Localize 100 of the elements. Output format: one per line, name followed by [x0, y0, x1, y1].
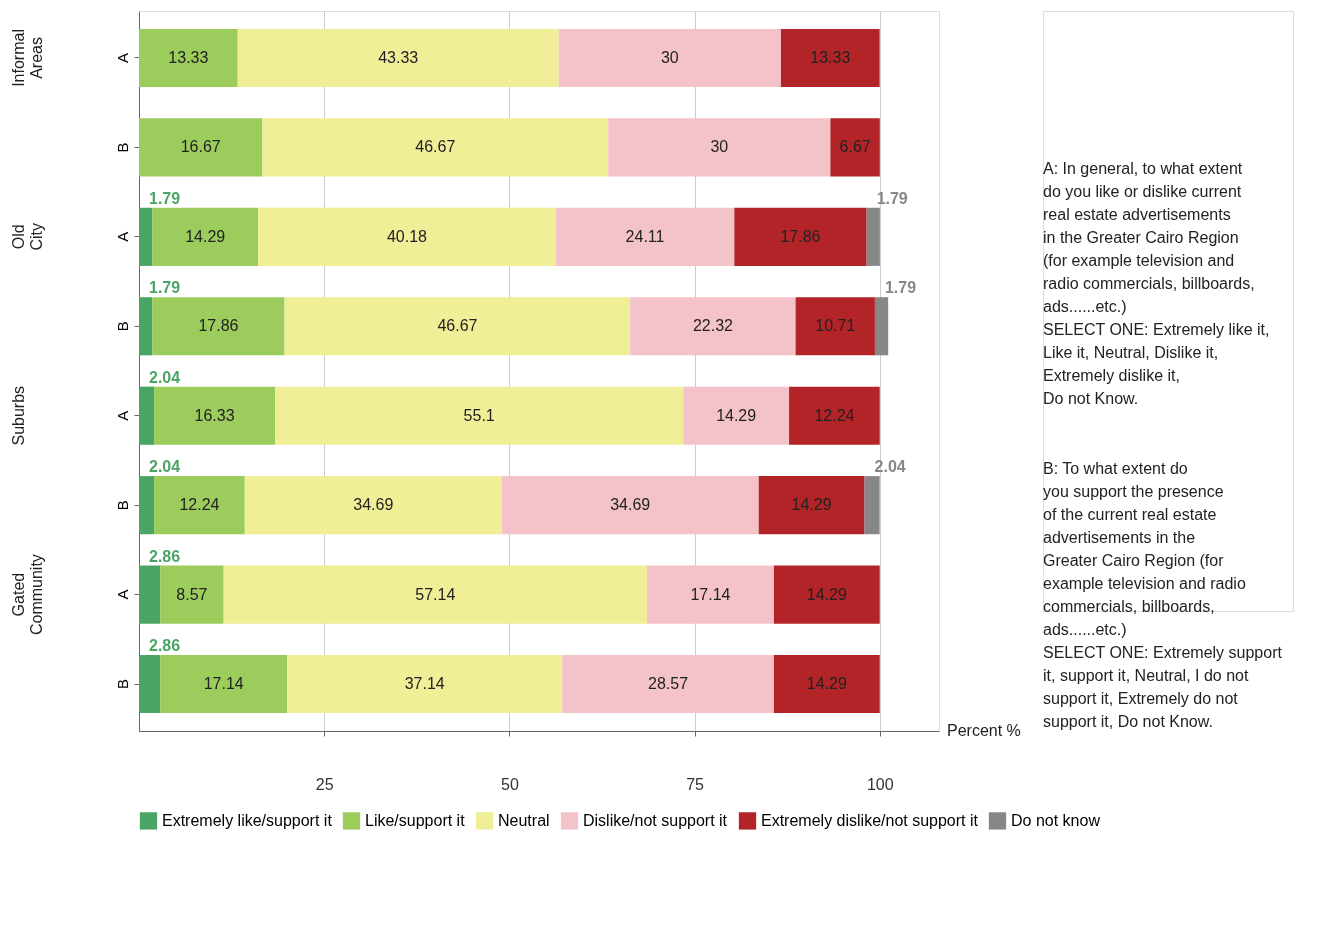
data-label: 40.18: [386, 227, 428, 245]
bar: [758, 476, 865, 535]
data-label: 16.67: [180, 138, 221, 156]
bar: [558, 28, 781, 88]
text: Informal Areas: [10, 29, 45, 87]
data-label: 24.11: [625, 227, 665, 245]
bar: [830, 118, 880, 177]
data-label: 1.79: [149, 279, 181, 297]
bar: [773, 565, 880, 624]
legend-label: Dislike/not support it: [583, 811, 728, 829]
data-label: 14.29: [806, 585, 847, 603]
bar: [608, 118, 831, 177]
x-tick-label: 25: [315, 775, 334, 793]
bar: [864, 476, 880, 535]
data-label: 28.57: [648, 675, 689, 693]
text: Gated Community: [10, 554, 45, 636]
data-label: 46.67: [437, 317, 478, 335]
x-tick-label: 75: [686, 775, 705, 793]
data-label: 30: [660, 48, 679, 66]
data-label: 14.29: [806, 675, 847, 693]
data-label: 6.67: [839, 138, 871, 156]
data-label: 46.67: [415, 138, 456, 156]
text: A: In general, to what extent do you like or dislike current real estate advertisements in the Greater Cairo Region (for example television and radio commercials, billboards, ads......etc.) SELECT ONE: Extremely like it, Like it, Neutral, Dislike it, Extremely dislike it, Do not Know.: [1043, 160, 1270, 407]
y-tick-label: B: [113, 321, 131, 332]
data-label: 17.14: [203, 675, 244, 693]
data-label: 13.33: [810, 48, 851, 66]
data-label: 37.14: [404, 675, 445, 693]
legend-label: Extremely dislike/not support it: [761, 811, 979, 829]
y-tick-label: A: [113, 52, 131, 63]
bar: [139, 297, 153, 356]
bar: [160, 565, 224, 624]
data-label: 34.69: [353, 496, 394, 514]
bar: [154, 386, 276, 445]
bar: [139, 565, 161, 624]
data-label: 2.86: [149, 637, 181, 655]
bar: [734, 207, 867, 266]
data-label: 14.29: [185, 227, 226, 245]
data-label: 57.14: [415, 585, 456, 603]
y-tick-label: A: [113, 410, 131, 421]
bar: [555, 207, 735, 266]
bar: [562, 654, 774, 714]
bar: [501, 476, 759, 535]
data-label: 22.32: [692, 317, 734, 335]
bar: [287, 654, 563, 714]
data-label: 1.79: [149, 190, 181, 208]
legend-label: Like/support it: [365, 811, 466, 829]
bar: [284, 297, 631, 356]
bar: [237, 28, 559, 88]
text: Old City: [10, 223, 45, 251]
bar: [258, 207, 556, 266]
data-label: 17.14: [690, 585, 731, 603]
bar: [139, 207, 153, 266]
data-label: 2.04: [874, 458, 906, 476]
data-label: 55.1: [463, 406, 495, 424]
x-tick-label: 50: [500, 775, 519, 793]
bar: [139, 118, 263, 177]
data-label: 16.33: [194, 406, 235, 424]
y-tick-label: A: [113, 231, 131, 242]
bar: [139, 28, 238, 88]
y-tick-label: A: [113, 589, 131, 600]
bar: [866, 207, 880, 266]
data-label: 10.71: [815, 317, 856, 335]
bar: [139, 386, 155, 445]
bar: [244, 476, 502, 535]
data-label: 12.24: [814, 406, 855, 424]
bar: [780, 28, 880, 88]
bar: [275, 386, 684, 445]
x-axis-title: Percent %: [947, 722, 1021, 739]
data-label: 12.24: [179, 496, 220, 514]
data-label: 2.86: [149, 547, 181, 565]
bar: [152, 297, 285, 356]
bar: [646, 565, 774, 624]
y-tick-label: B: [113, 142, 131, 153]
bar: [795, 297, 875, 356]
y-tick-label: B: [113, 679, 131, 690]
data-label: 2.04: [149, 368, 181, 386]
data-label: 43.33: [378, 48, 419, 66]
bar: [160, 654, 288, 714]
bar: [630, 297, 796, 356]
data-label: 13.33: [168, 48, 209, 66]
bar: [874, 297, 889, 356]
data-label: 14.29: [791, 496, 832, 514]
data-label: 8.57: [176, 585, 208, 603]
bar: [139, 654, 161, 714]
bar: [223, 565, 647, 624]
data-label: 1.79: [876, 190, 908, 208]
bar: [152, 207, 259, 266]
legend-label: Do not know: [1011, 811, 1101, 829]
text: B: To what extent do you support the presence of the current real estate advertisements in the Greater Cairo Region (for example television and radio commercials, billboards, ads......etc.) SELECT ONE: Extremely support it, support it, Neutral, I do not support it, Extremely do not support it, Do not Know.: [1043, 460, 1282, 730]
y-tick-label: B: [113, 500, 131, 511]
text: Suburbs: [10, 385, 27, 446]
legend-label: Extremely like/support it: [162, 811, 333, 829]
data-label: 34.69: [610, 496, 651, 514]
bar: [154, 476, 245, 535]
x-tick-label: 100: [866, 775, 894, 793]
data-label: 17.86: [198, 317, 239, 335]
data-label: 17.86: [780, 227, 821, 245]
data-label: 30: [710, 138, 729, 156]
data-label: 1.79: [884, 279, 917, 297]
legend-label: Neutral: [498, 811, 550, 829]
